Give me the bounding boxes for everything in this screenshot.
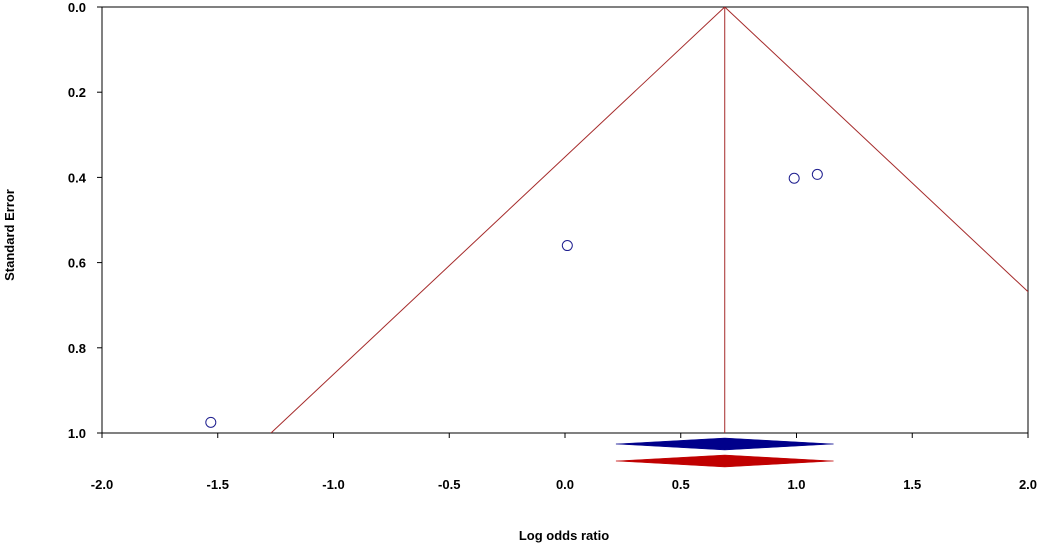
x-tick-label: -0.5 [438,477,460,492]
study-point [205,416,217,428]
funnel-left-line [270,7,726,433]
y-tick-label: 0.8 [68,341,86,356]
summary-diamond [615,437,834,451]
study-point [811,168,823,180]
funnel-right-line [724,7,1028,293]
x-tick-label: -1.5 [207,477,229,492]
plot-frame [101,6,1029,434]
x-tick-label: 0.0 [556,477,574,492]
x-axis-title: Log odds ratio [519,528,609,543]
x-tick-label: 0.5 [672,477,690,492]
x-tick-label: 2.0 [1019,477,1037,492]
study-point [788,172,800,184]
y-tick-label: 0.4 [68,170,87,185]
y-tick-label: 0.2 [68,85,86,100]
x-tick-label: -1.0 [322,477,344,492]
y-tick-label: 0.6 [68,256,86,271]
funnel-lines [270,7,1028,433]
y-tick-label: 1.0 [68,426,86,441]
x-tick-label: 1.5 [903,477,921,492]
summary-diamond [615,454,834,468]
y-tick-label: 0.0 [68,0,86,15]
x-tick-label: -2.0 [91,477,113,492]
y-axis-title: Standard Error [2,189,17,281]
x-tick-label: 1.0 [787,477,805,492]
study-point [561,240,573,252]
